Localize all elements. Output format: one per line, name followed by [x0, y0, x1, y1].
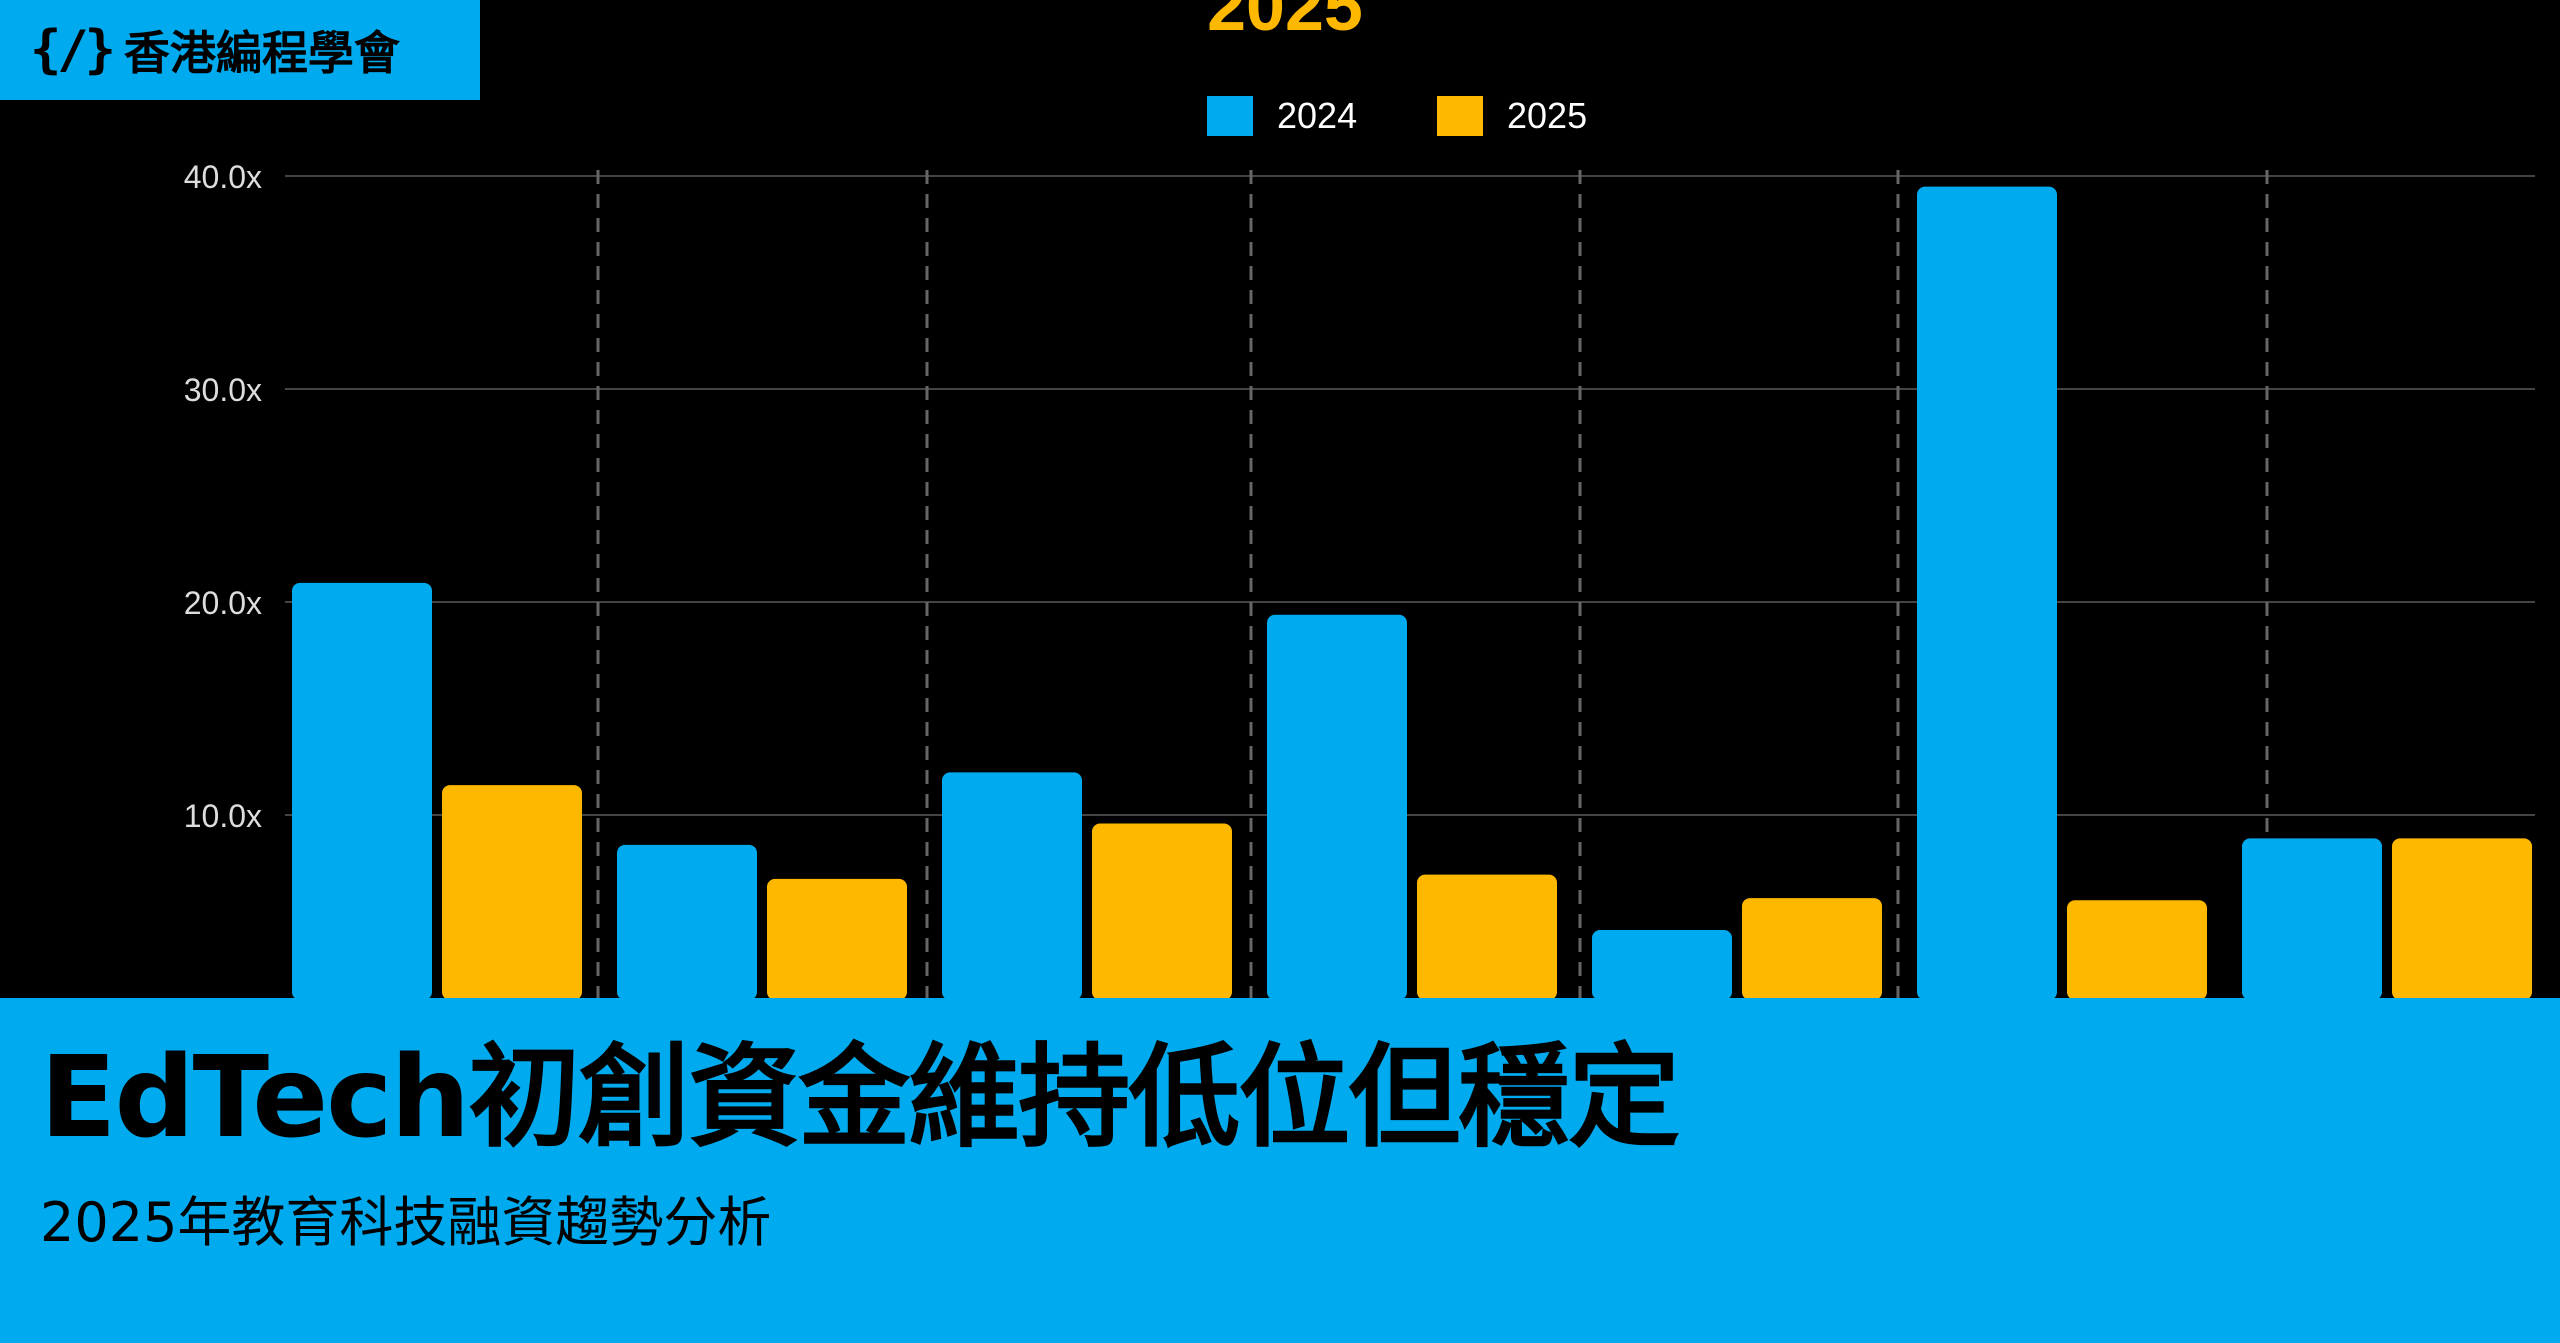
- chart-gridlines: [285, 175, 2535, 816]
- y-axis-tick-labels: 10.0x 20.0x 30.0x 40.0x: [184, 159, 262, 834]
- y-tick-label: 10.0x: [184, 798, 262, 834]
- legend-swatch-2024: [1207, 96, 1253, 136]
- headline: EdTech初創資金維持低位但穩定: [40, 1033, 1680, 1163]
- bar-2024-2: [617, 844, 757, 1000]
- bar-chart: 2025 2024 2025 10.0x 20.0x 30.0x 40.0x: [184, 0, 2535, 1000]
- legend-swatch-2025: [1437, 96, 1483, 136]
- bar-2024-5: [1592, 930, 1732, 1000]
- bar-2025-6: [2067, 900, 2207, 1000]
- brand-logo-icon: {/}: [30, 20, 116, 80]
- bar-2024-7: [2242, 838, 2382, 1000]
- subheadline: 2025年教育科技融資趨勢分析: [40, 1191, 772, 1254]
- legend-label-2024: 2024: [1277, 95, 1357, 136]
- chart-bars: [292, 186, 2532, 1000]
- bar-2025-5: [1742, 898, 1882, 1000]
- chart-legend: 2024 2025: [1207, 95, 1587, 136]
- bar-2024-3: [942, 772, 1082, 1000]
- bar-2025-3: [1092, 823, 1232, 1000]
- brand-logo-text: 香港編程學會: [123, 26, 400, 80]
- bar-2025-7: [2392, 838, 2532, 1000]
- category-dividers: [596, 170, 2269, 1000]
- bar-2024-4: [1267, 614, 1407, 1000]
- y-tick-label: 40.0x: [184, 159, 262, 195]
- brand-logo-badge: {/} 香港編程學會: [0, 0, 480, 100]
- bar-2025-4: [1417, 874, 1557, 1000]
- caption-banner: EdTech初創資金維持低位但穩定 2025年教育科技融資趨勢分析: [0, 998, 2560, 1343]
- bar-2024-6: [1917, 186, 2057, 1000]
- chart-title: 2025: [1207, 0, 1363, 45]
- y-tick-label: 20.0x: [184, 585, 262, 621]
- legend-label-2025: 2025: [1507, 95, 1587, 136]
- y-tick-label: 30.0x: [184, 372, 262, 408]
- bar-2024-1: [292, 582, 432, 1000]
- bar-2025-2: [767, 878, 907, 1000]
- bar-2025-1: [442, 785, 582, 1000]
